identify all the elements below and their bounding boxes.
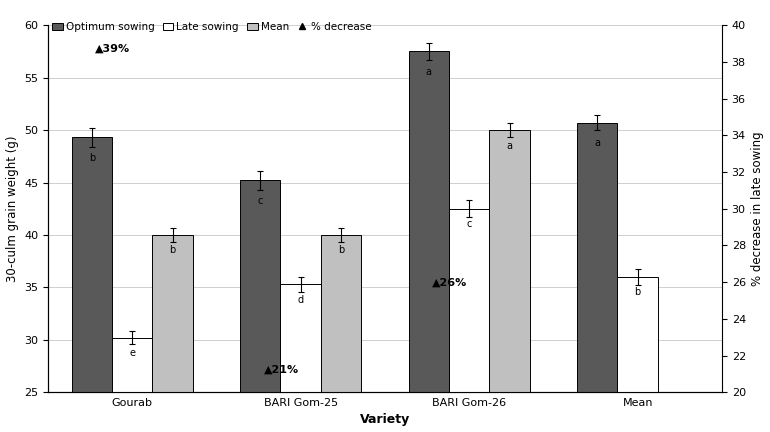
Bar [449,209,490,432]
Bar [72,137,112,432]
Bar [240,181,280,432]
Text: ▲39%: ▲39% [95,43,130,53]
Text: a: a [594,139,601,149]
Text: b: b [89,153,95,163]
X-axis label: Variety: Variety [360,413,410,426]
Bar [112,338,152,432]
Bar [409,51,449,432]
Text: b: b [634,287,641,297]
Bar [321,235,361,432]
Text: d: d [298,295,303,305]
Y-axis label: 30-culm grain weight (g): 30-culm grain weight (g) [5,136,18,282]
Y-axis label: % decrease in late sowing: % decrease in late sowing [752,131,765,286]
Bar [490,130,530,432]
Text: ▲21%: ▲21% [263,364,299,374]
Text: a: a [507,140,513,151]
Text: ▲26%: ▲26% [432,277,467,287]
Text: b: b [338,245,344,255]
Text: a: a [426,67,432,77]
Bar [618,277,658,432]
Text: b: b [169,245,176,255]
Text: c: c [467,219,472,229]
Legend: Optimum sowing, Late sowing, Mean, % decrease: Optimum sowing, Late sowing, Mean, % dec… [48,18,376,36]
Bar [280,284,321,432]
Bar [577,123,618,432]
Text: e: e [129,348,136,358]
Text: c: c [258,196,263,206]
Bar [152,235,192,432]
